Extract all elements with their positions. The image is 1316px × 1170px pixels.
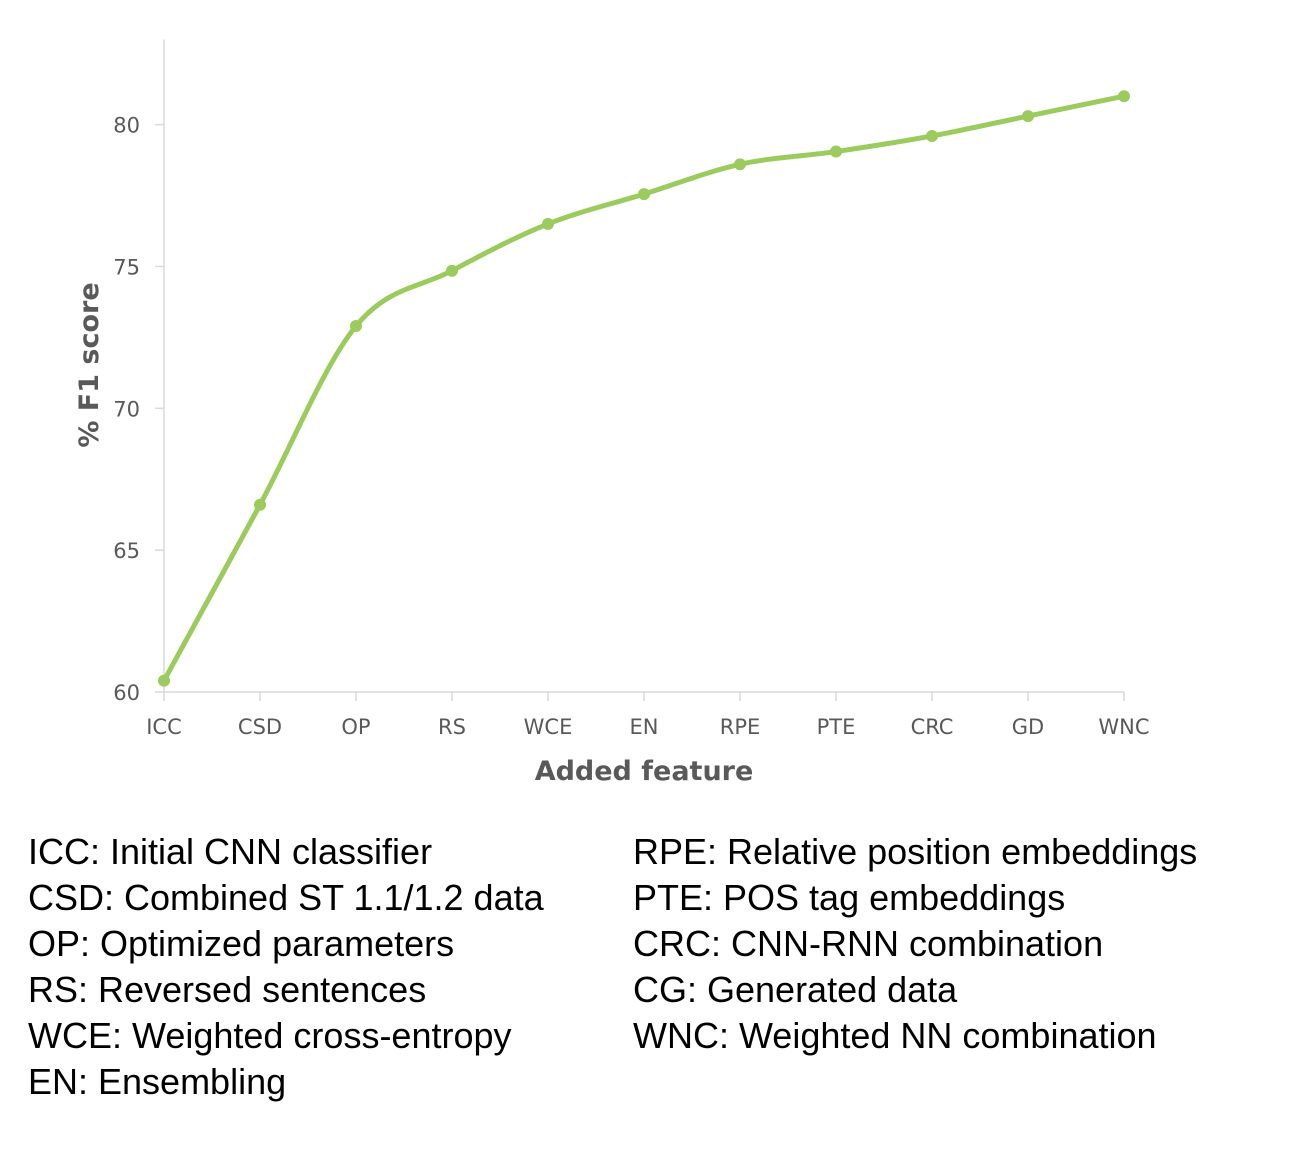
x-tick-label: RPE [720, 715, 761, 739]
x-tick-label: GD [1012, 715, 1044, 739]
legend-entry: CRC: CNN-RNN combination [633, 923, 1104, 964]
data-point [830, 145, 842, 158]
data-points [158, 90, 1130, 687]
series-line [161, 93, 1127, 684]
x-tick-label: WNC [1098, 715, 1149, 739]
legend-entry: RPE: Relative position embeddings [633, 831, 1198, 872]
data-point [1022, 110, 1034, 123]
x-tick-label: WCE [524, 715, 573, 739]
y-tick-label: 65 [113, 539, 140, 563]
x-tick-label: CRC [911, 715, 954, 739]
y-axis-label: % F1 score [74, 282, 105, 447]
y-tick-label: 70 [113, 397, 140, 421]
legend-entry: WCE: Weighted cross-entropy [28, 1015, 512, 1056]
data-point [350, 320, 362, 333]
abbreviation-legend-right: RPE: Relative position embeddings PTE: P… [633, 829, 1197, 1059]
legend-entry: CSD: Combined ST 1.1/1.2 data [28, 877, 544, 918]
x-tick-label: EN [630, 715, 659, 739]
data-point [926, 129, 938, 142]
y-tick-label: 60 [113, 681, 140, 705]
legend-entry: EN: Ensembling [28, 1061, 287, 1102]
line-chart: 60 65 70 75 80 ICC CSD OP RS WCE EN RPE PTE CRC GD WNC… [74, 39, 1150, 787]
x-tick-label: CSD [238, 715, 282, 739]
legend-entry: ICC: Initial CNN classifier [28, 831, 433, 872]
data-point [254, 498, 266, 511]
x-axis-label: Added feature [535, 756, 754, 787]
y-tick-labels: 60 65 70 75 80 [113, 114, 140, 705]
x-tick-labels: ICC CSD OP RS WCE EN RPE PTE CRC GD WNC [146, 715, 1149, 739]
data-point [542, 217, 554, 230]
data-point [158, 674, 170, 687]
y-tick-label: 80 [113, 114, 140, 138]
data-point [446, 264, 458, 277]
data-point [638, 188, 650, 201]
y-tick-label: 75 [113, 255, 140, 279]
x-tick-label: ICC [146, 715, 182, 739]
x-tick-label: OP [341, 715, 370, 739]
data-point [734, 158, 746, 171]
axes [155, 39, 1125, 701]
legend-entry: PTE: POS tag embeddings [633, 877, 1066, 918]
legend-entry: CG: Generated data [633, 969, 958, 1010]
x-tick-label: RS [438, 715, 466, 739]
data-point [1118, 90, 1130, 103]
x-tick-label: PTE [817, 715, 856, 739]
legend-entry: OP: Optimized parameters [28, 923, 455, 964]
legend-entry: RS: Reversed sentences [28, 969, 427, 1010]
abbreviation-legend-left: ICC: Initial CNN classifier CSD: Combine… [28, 829, 544, 1105]
legend-entry: WNC: Weighted NN combination [633, 1015, 1157, 1056]
